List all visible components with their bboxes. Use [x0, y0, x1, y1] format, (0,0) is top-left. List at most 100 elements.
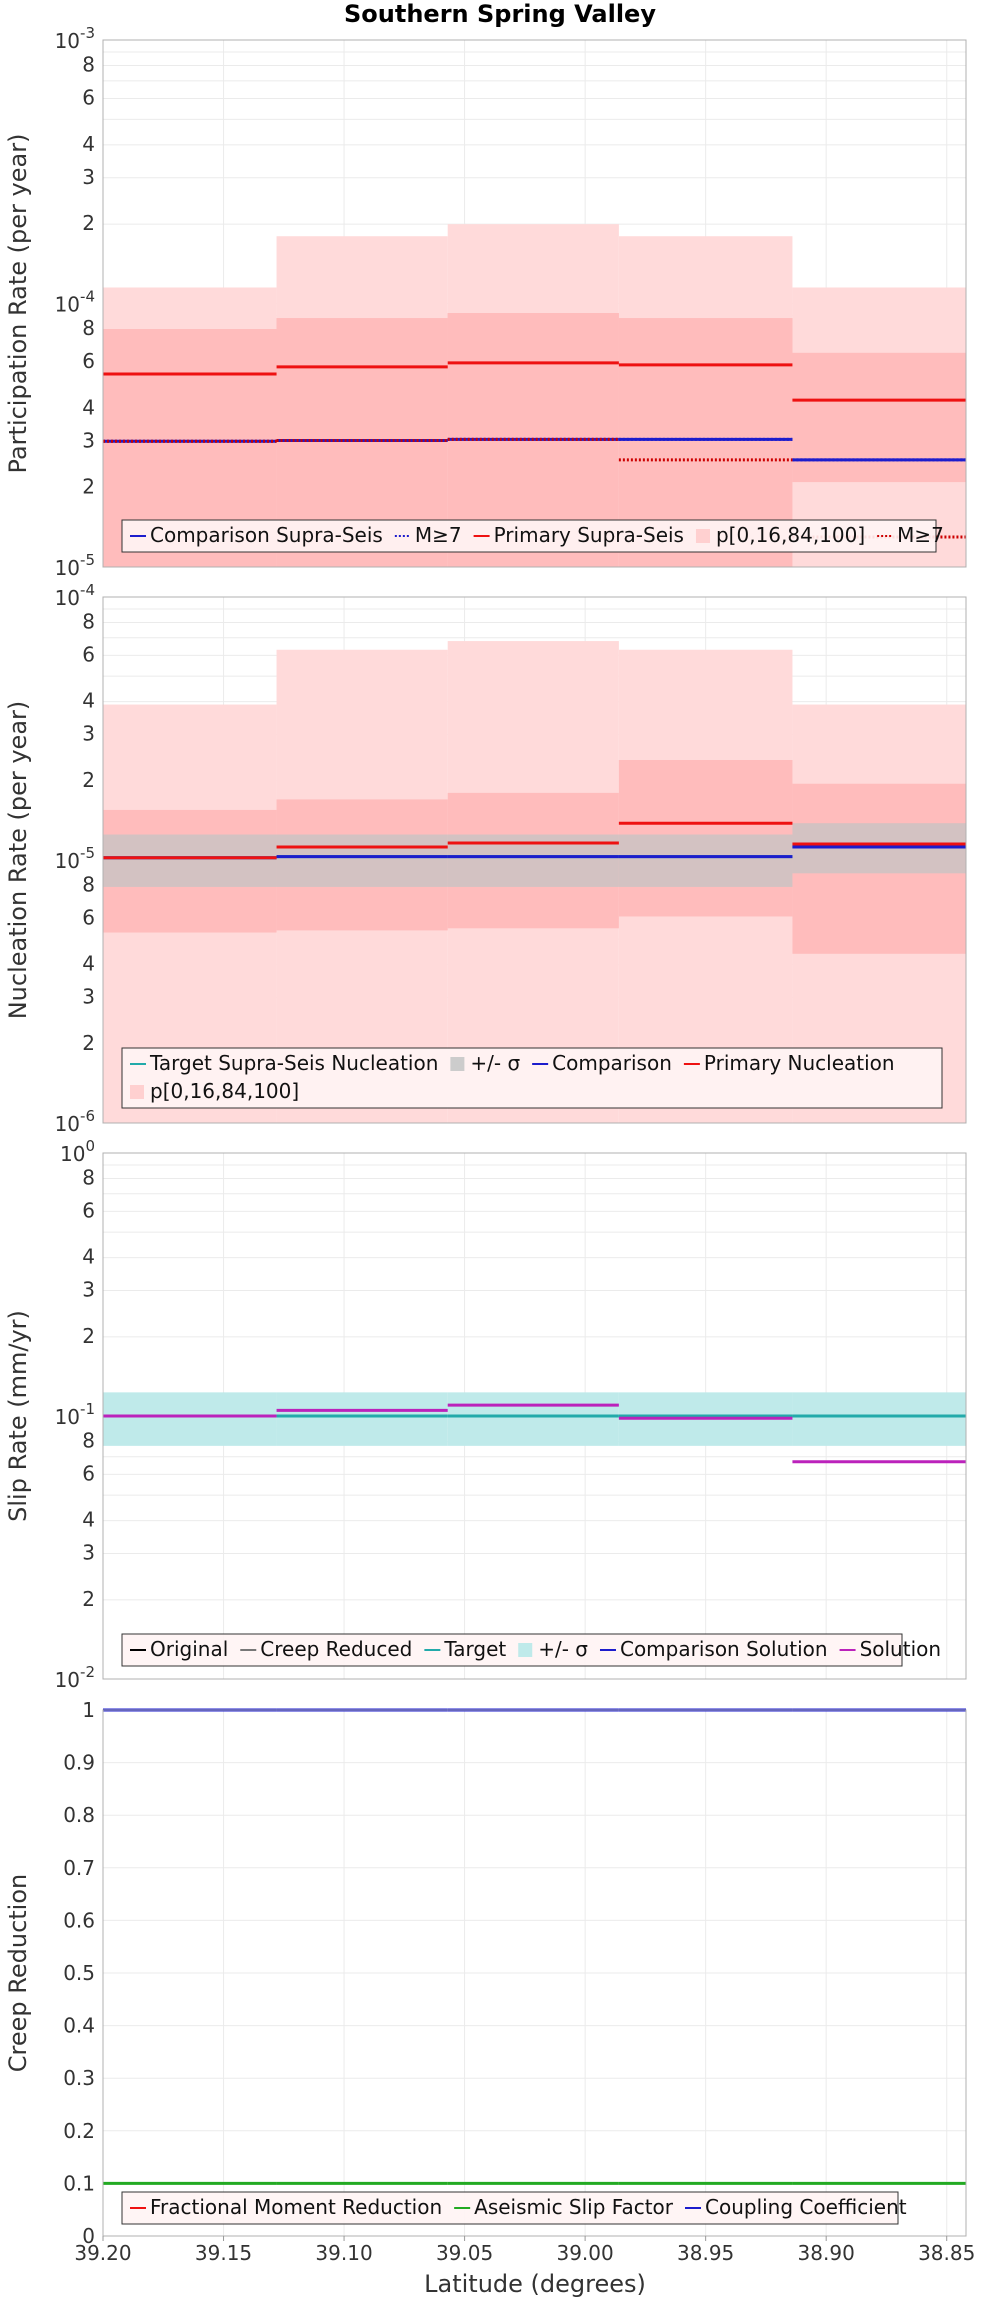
- y-tick-label: 6: [82, 85, 95, 109]
- legend-label: Comparison: [552, 1051, 672, 1075]
- legend-box: [121, 519, 937, 553]
- x-tick-label: 39.20: [74, 2241, 131, 2265]
- y-tick-label: 3: [82, 1541, 95, 1565]
- y-tick-label: 0.6: [63, 1908, 95, 1932]
- band-segment: [792, 352, 966, 483]
- legend-label: Primary Nucleation: [704, 1051, 895, 1075]
- y-tick-label: 10-3: [55, 24, 95, 53]
- y-tick-label: 6: [82, 642, 95, 666]
- legend-label: p[0,16,84,100]: [716, 523, 865, 547]
- y-tick-label: 8: [82, 1165, 95, 1189]
- x-tick-label: 38.85: [918, 2241, 975, 2265]
- plot-frame: [102, 39, 967, 568]
- band-segment: [103, 834, 277, 887]
- legend-label: Comparison Supra-Seis: [150, 523, 383, 547]
- legend-swatch: [518, 1643, 533, 1657]
- chart-panels: 10-5 10-4 10-3 2 3 4 6 8 2 3 4 6 8 Participation Rate…: [4, 24, 975, 2265]
- plot-frame: [102, 1709, 967, 2237]
- band-segment: [103, 1392, 277, 1446]
- x-tick-label: 39.15: [195, 2241, 252, 2265]
- y-tick-label: 4: [82, 952, 95, 976]
- y-tick-label: 10-4: [55, 288, 95, 317]
- legend-label: M≥7: [897, 523, 944, 547]
- legend-label: Primary Supra-Seis: [494, 523, 684, 547]
- x-tick-label: 39.00: [556, 2241, 613, 2265]
- legend-label: p[0,16,84,100]: [150, 1079, 299, 1103]
- plot-frame: [102, 596, 967, 1124]
- y-tick-label: 4: [82, 132, 95, 156]
- y-tick-label: 8: [82, 609, 95, 633]
- y-tick-label: 6: [82, 905, 95, 929]
- y-tick-label: 10-5: [55, 844, 95, 873]
- y-tick-label: 2: [82, 768, 95, 792]
- y-tick-label: 10-1: [55, 1400, 95, 1429]
- legend-box: [121, 2191, 899, 2225]
- legend-swatch: [695, 529, 710, 543]
- y-tick-label: 0.8: [63, 1803, 95, 1827]
- y-tick-label: 2: [82, 475, 95, 499]
- y-tick-label: 0.3: [63, 2066, 95, 2090]
- y-tick-label: 8: [82, 316, 95, 340]
- legend-box: [121, 1047, 943, 1109]
- legend-label: Aseismic Slip Factor: [474, 2195, 674, 2219]
- band-segment: [447, 313, 619, 434]
- y-tick-label: 4: [82, 1508, 95, 1532]
- legend-label: +/- σ: [470, 1051, 520, 1075]
- y-axis-label: Creep Reduction: [4, 1874, 32, 2072]
- band-segment: [276, 1392, 448, 1446]
- band-segment: [276, 318, 448, 434]
- y-tick-label: 3: [82, 722, 95, 746]
- y-tick-label: 6: [82, 1198, 95, 1222]
- y-tick-label: 10-6: [55, 1107, 95, 1136]
- y-tick-label: 10-4: [55, 581, 95, 610]
- legend-label: M≥7: [415, 523, 462, 547]
- y-tick-label: 3: [82, 165, 95, 189]
- legend-swatch: [130, 1085, 144, 1099]
- y-tick-label: 1: [82, 1698, 95, 1722]
- panel-1: 10-5 10-4 10-3 2 3 4 6 8 2 3 4 6 8 Participation Rate…: [4, 24, 967, 580]
- y-tick-label: 0.7: [63, 1856, 95, 1880]
- y-tick-label: 8: [82, 872, 95, 896]
- y-tick-label: 0.1: [63, 2171, 95, 2195]
- y-tick-label: 6: [82, 1461, 95, 1485]
- y-axis-label: Slip Rate (mm/yr): [4, 1310, 32, 1522]
- y-tick-label: 8: [82, 53, 95, 77]
- legend-label: Creep Reduced: [260, 1637, 412, 1661]
- y-tick-label: 2: [82, 1031, 95, 1055]
- y-tick-label: 3: [82, 985, 95, 1009]
- x-tick-label: 39.05: [436, 2241, 493, 2265]
- panel-3: 10-2 10-1 100 2 3 4 6 8 2 3 4 6 8 Slip Rate (mm/yr) Or…: [4, 1137, 967, 1692]
- legend-label: Comparison Solution: [620, 1637, 828, 1661]
- legend-label: Coupling Coefficient: [705, 2195, 907, 2219]
- legend-label: Solution: [860, 1637, 941, 1661]
- x-tick-label: 39.10: [315, 2241, 372, 2265]
- legend-label: +/- σ: [538, 1637, 588, 1661]
- y-tick-label: 0.9: [63, 1751, 95, 1775]
- y-tick-label: 2: [82, 1324, 95, 1348]
- y-tick-label: 2: [82, 1587, 95, 1611]
- x-axis-label: Latitude (degrees): [424, 2270, 646, 2298]
- y-tick-label: 4: [82, 1245, 95, 1269]
- band-segment: [103, 329, 277, 431]
- band-segment: [276, 834, 448, 887]
- panel-4: 0 0.1 0.2 0.3 0.4 0.5 0.6 0.7 0.8 0.9 1 Creep Reduc…: [4, 1698, 967, 2248]
- y-tick-label: 10-2: [55, 1663, 95, 1692]
- y-tick-label: 0.5: [63, 1961, 95, 1985]
- panel-2: 10-6 10-5 10-4 2 3 4 6 8 2 3 4 6 8 Nucleation Rate (p…: [4, 581, 967, 1136]
- y-tick-label: 2: [82, 211, 95, 235]
- y-tick-label: 4: [82, 395, 95, 419]
- y-tick-label: 6: [82, 349, 95, 373]
- x-tick-label: 38.90: [798, 2241, 855, 2265]
- band-segment: [792, 1392, 966, 1446]
- legend-label: Fractional Moment Reduction: [150, 2195, 442, 2219]
- y-axis-label: Participation Rate (per year): [4, 134, 32, 474]
- legend-swatch: [450, 1057, 465, 1071]
- band-segment: [618, 318, 793, 434]
- x-axis: 39.20 39.15 39.10 39.05 39.00 38.95 38.90 38.85: [74, 2236, 975, 2265]
- y-axis-label: Nucleation Rate (per year): [4, 701, 32, 1020]
- y-tick-label: 4: [82, 689, 95, 713]
- y-tick-label: 0.2: [63, 2119, 95, 2143]
- band-segment: [447, 1392, 619, 1446]
- x-tick-label: 38.95: [677, 2241, 734, 2265]
